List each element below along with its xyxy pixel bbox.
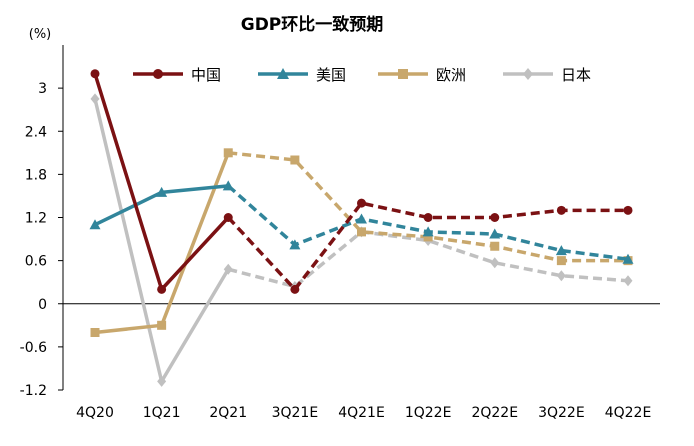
data-point-marker (357, 227, 366, 237)
y-tick-label: 3 (38, 81, 47, 97)
data-point-marker (490, 257, 500, 269)
data-point-marker (556, 270, 566, 282)
data-point-marker (398, 69, 408, 79)
data-point-marker (90, 328, 100, 337)
series-0 (90, 69, 633, 294)
data-point-marker (489, 228, 501, 239)
data-point-marker (623, 205, 633, 215)
data-point-marker (490, 213, 500, 222)
data-point-marker (356, 213, 367, 224)
data-point-marker (153, 69, 163, 79)
y-tick-label: 0 (38, 297, 47, 313)
data-point-marker (156, 186, 168, 197)
data-point-marker (490, 241, 500, 251)
data-point-marker (556, 256, 566, 266)
data-point-marker (90, 69, 100, 79)
data-point-marker (423, 232, 433, 242)
series-line-forecast (227, 184, 629, 261)
series-2 (90, 148, 633, 337)
y-tick-label: -0.6 (20, 340, 47, 356)
legend-item: 美国 (258, 66, 346, 84)
data-point-marker (157, 375, 167, 387)
y-tick-labels: 3 2.4 1.8 1.2 0.6 0 -0.6 -1.2 (20, 81, 47, 399)
legend-item: 中国 (133, 66, 221, 84)
y-tick-label: 1.8 (25, 167, 47, 183)
legend-label: 欧洲 (436, 66, 466, 84)
x-tick-label: 4Q20 (76, 405, 114, 421)
data-point-marker (90, 93, 100, 105)
chart-title: GDP环比一致预期 (241, 14, 384, 35)
data-point-marker (523, 68, 533, 80)
legend-label: 日本 (561, 66, 591, 84)
series-3 (90, 93, 633, 387)
y-tick-label: 1.2 (25, 211, 47, 227)
data-point-marker (223, 148, 233, 158)
data-point-marker (289, 239, 301, 250)
data-point-marker (622, 253, 634, 264)
data-point-marker (157, 320, 167, 330)
x-tick-label: 2Q21 (209, 405, 247, 421)
data-point-marker (357, 198, 366, 208)
series-layer (89, 69, 634, 387)
x-tick-label: 3Q21E (272, 405, 319, 421)
data-point-marker (555, 245, 567, 256)
x-tick-label: 4Q21E (338, 405, 385, 421)
data-point-marker (422, 226, 434, 237)
data-point-marker (290, 284, 300, 294)
y-tick-label: 2.4 (25, 124, 47, 140)
axes (58, 45, 660, 391)
data-point-marker (556, 205, 566, 215)
y-tick-label: -1.2 (20, 383, 47, 399)
series-1 (89, 180, 634, 264)
x-tick-label: 2Q22E (471, 405, 518, 421)
data-point-marker (623, 275, 633, 287)
x-tick-label: 1Q21 (143, 405, 181, 421)
x-tick-label: 3Q22E (538, 405, 585, 421)
legend-item: 日本 (503, 66, 591, 84)
x-tick-labels: 4Q20 1Q21 2Q21 3Q21E 4Q21E 1Q22E 2Q22E 3Q22E 4Q2… (76, 405, 651, 421)
x-tick-label: 4Q22E (605, 405, 652, 421)
legend: 中国 美国 欧洲 日本 (133, 66, 591, 84)
y-axis-unit: (%) (29, 27, 52, 42)
data-point-marker (277, 68, 289, 79)
data-point-marker (223, 213, 233, 222)
y-tick-label: 0.6 (25, 254, 47, 270)
data-point-marker (222, 180, 234, 191)
data-point-marker (423, 213, 433, 222)
legend-label: 美国 (316, 66, 346, 84)
x-tick-label: 1Q22E (405, 405, 452, 421)
data-point-marker (223, 263, 233, 275)
data-point-marker (290, 155, 300, 165)
legend-item: 欧洲 (378, 66, 466, 84)
data-point-marker (89, 219, 101, 230)
legend-label: 中国 (191, 66, 221, 84)
data-point-marker (157, 284, 167, 294)
